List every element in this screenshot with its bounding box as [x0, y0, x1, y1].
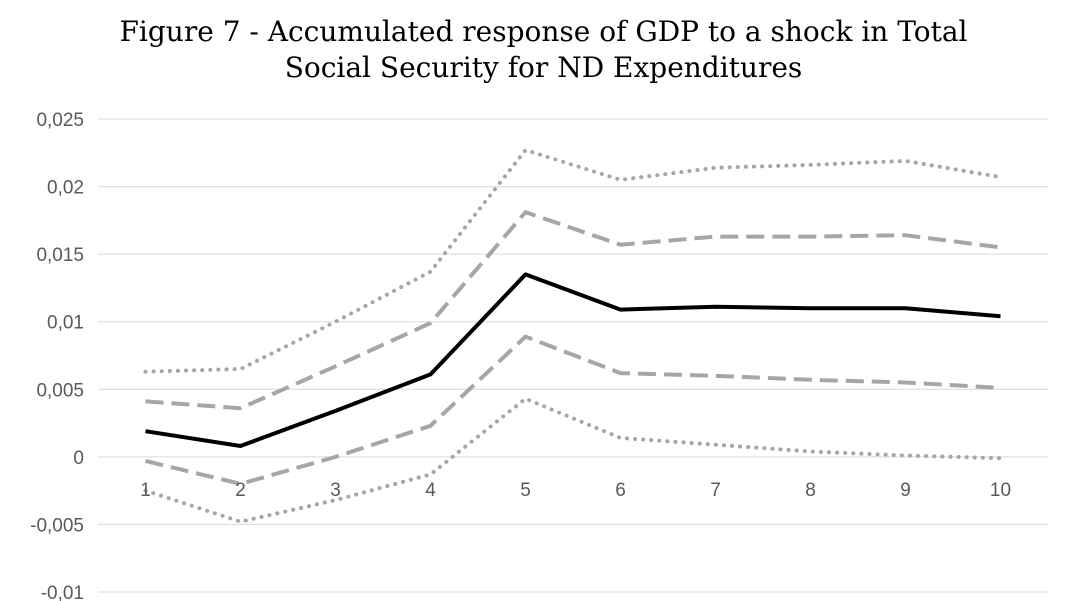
series-line-5-dotted [143, 396, 1003, 524]
x-tick-label: 6 [615, 480, 626, 501]
x-tick-label: 5 [520, 480, 531, 501]
x-tick-label: 10 [990, 480, 1011, 501]
x-tick-label: 4 [425, 480, 436, 501]
x-tick-label: 9 [900, 480, 911, 501]
series-line-2-dashed [145, 210, 1001, 411]
chart-title-line-2: Social Security for ND Expenditures [284, 51, 803, 84]
gridlines [98, 118, 1048, 593]
y-tick-label: 0,015 [36, 245, 84, 266]
y-tick-label: 0,025 [36, 110, 84, 131]
x-tick-label: 8 [805, 480, 816, 501]
x-tick-label: 1 [140, 480, 151, 501]
y-tick-label: -0,01 [41, 583, 84, 601]
y-tick-label: 0,005 [36, 380, 84, 401]
y-tick-label: 0,01 [47, 313, 84, 334]
x-axis-ticks: 1 2 3 4 5 6 7 8 9 10 [140, 480, 1011, 501]
y-axis-ticks: 0,025 0,02 0,015 0,01 0,005 0 -0,005 -0,01 [30, 110, 84, 601]
x-tick-label: 3 [330, 480, 341, 501]
y-tick-label: -0,005 [30, 515, 84, 536]
x-tick-label: 7 [710, 480, 721, 501]
series-group [143, 148, 1003, 524]
series-line-4-dashed [145, 334, 1001, 486]
y-tick-label: 0 [73, 448, 84, 469]
series-line-3-solid [145, 272, 1001, 448]
y-tick-label: 0,02 [47, 178, 84, 199]
chart-title: Figure 7 - Accumulated response of GDP t… [0, 14, 1087, 86]
chart-title-line-1: Figure 7 - Accumulated response of GDP t… [119, 15, 968, 48]
x-tick-label: 2 [235, 480, 246, 501]
series-line-1-dotted [143, 148, 1003, 374]
